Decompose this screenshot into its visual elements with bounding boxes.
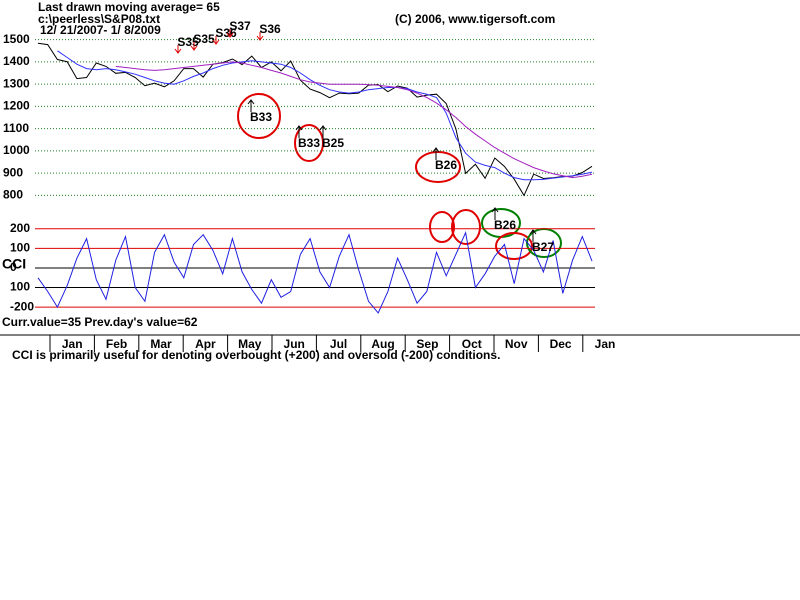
signal-arrow [247, 99, 255, 112]
note: CCI is primarily useful for denoting ove… [12, 348, 500, 362]
header-line: Last drawn moving average= 65 [38, 0, 220, 14]
circle [415, 151, 461, 183]
x-tick-label: Sep [416, 337, 438, 351]
y-tick-label: 0 [10, 260, 17, 274]
series-line [115, 61, 593, 179]
y-tick-label: 1000 [3, 143, 30, 157]
signal-arrow [529, 229, 537, 242]
signal-arrow [226, 29, 234, 38]
y-tick-label: 900 [3, 165, 23, 179]
y-axis-label: CCI [2, 256, 26, 272]
x-tick-label: Mar [150, 337, 172, 351]
circle [451, 209, 481, 245]
signal-arrow [174, 45, 182, 54]
series-line [37, 42, 593, 197]
x-tick-label: Jun [284, 337, 305, 351]
y-tick-label: 1100 [3, 121, 29, 135]
x-tick-label: Jan [595, 337, 616, 351]
circle [237, 93, 281, 139]
signal-arrow [491, 207, 499, 220]
signal-label: B26 [435, 158, 457, 172]
y-tick-label: 1300 [3, 76, 30, 90]
circle [294, 124, 324, 162]
header-line: c:\peerless\S&P08.txt [38, 12, 160, 26]
y-tick-label: 800 [3, 188, 23, 202]
signal-arrow [295, 125, 303, 138]
x-tick-label: Feb [106, 337, 127, 351]
x-tick-label: May [238, 337, 262, 351]
y-tick-label: -200 [10, 299, 34, 313]
series-line [37, 231, 593, 314]
x-tick-label: Apr [195, 337, 216, 351]
circle [495, 232, 533, 260]
circle [429, 211, 455, 243]
signal-label: S36 [215, 26, 237, 40]
status: Curr.value=35 Prev.day's value=62 [2, 315, 198, 329]
signal-circles [237, 93, 562, 260]
signal-label: S36 [259, 22, 281, 36]
y-tick-label: 100 [10, 280, 30, 294]
y-tick-label: 1500 [3, 32, 30, 46]
y-tick-label: 1200 [3, 99, 30, 113]
signal-arrow [212, 36, 220, 45]
x-tick-label: Jan [62, 337, 83, 351]
signal-label: S37 [229, 19, 251, 33]
copyright: (C) 2006, www.tigersoft.com [395, 12, 555, 26]
signal-label: B26 [494, 218, 516, 232]
series-line [57, 50, 593, 181]
signal-arrow [432, 147, 440, 160]
x-tick-label: Dec [550, 337, 572, 351]
signal-label: B25 [322, 136, 344, 150]
signal-label: B33 [298, 136, 320, 150]
x-tick-label: Jul [330, 337, 347, 351]
y-tick-label: 200 [10, 221, 30, 235]
signal-arrow [319, 125, 327, 138]
header-line: 12/ 21/2007- 1/ 8/2009 [40, 23, 161, 37]
y-tick-label: 100 [10, 241, 30, 255]
signal-label: B33 [250, 110, 272, 124]
x-tick-label: Aug [371, 337, 394, 351]
signal-arrow [256, 32, 264, 41]
signal-arrow [190, 42, 198, 51]
signal-label: B27 [532, 240, 554, 254]
y-tick-label: 1400 [3, 54, 30, 68]
signal-label: S35 [193, 32, 215, 46]
x-tick-label: Nov [505, 337, 528, 351]
x-tick-label: Oct [462, 337, 482, 351]
